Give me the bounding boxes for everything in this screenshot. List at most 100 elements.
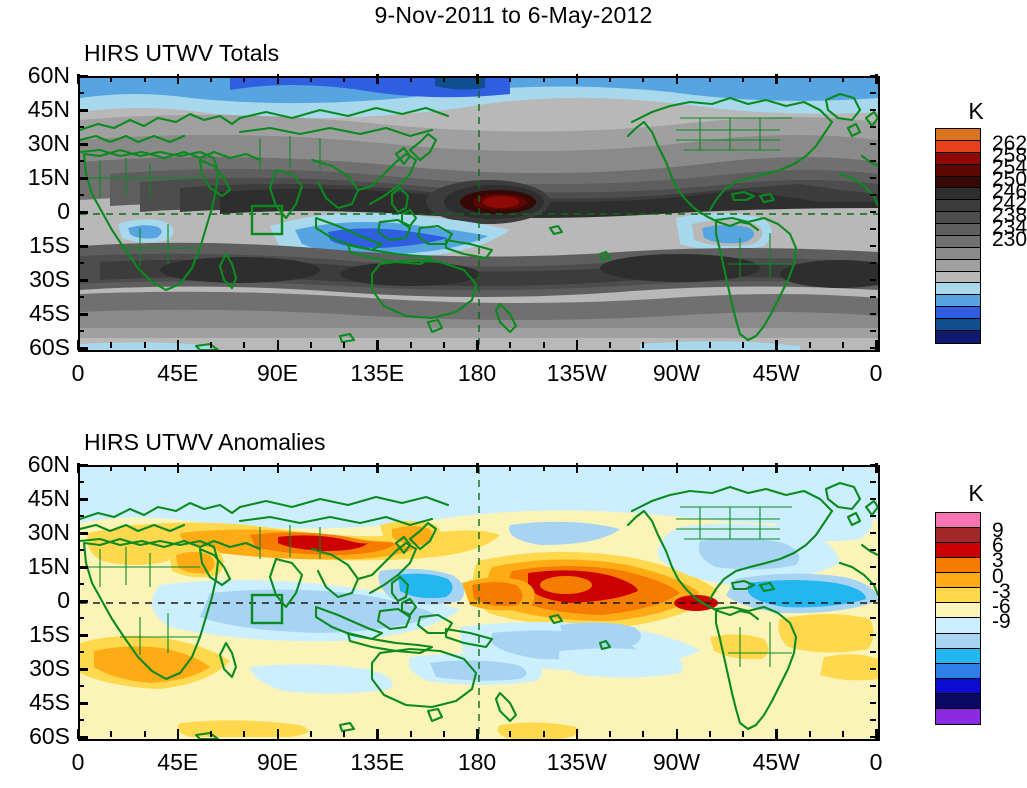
lat-minor-tick <box>78 347 84 349</box>
colorbar-swatch <box>936 212 980 224</box>
lon-minor-tick <box>442 342 445 348</box>
lat-tick-label: 30N <box>27 130 70 156</box>
lon-minor-tick <box>442 731 445 737</box>
lat-tick-label: 60S <box>29 334 70 360</box>
colorbar-swatch <box>936 140 980 153</box>
lat-tick-label: 45S <box>29 300 70 326</box>
lat-minor-tick <box>870 262 876 264</box>
lat-minor-tick <box>870 109 876 111</box>
colorbar-swatch <box>936 224 980 236</box>
lon-minor-tick <box>542 731 545 737</box>
lon-tick-label: 180 <box>457 360 497 386</box>
lon-minor-tick <box>309 465 312 471</box>
lon-minor-tick <box>775 76 778 82</box>
lon-minor-tick <box>841 731 844 737</box>
lat-tick-label: 15N <box>27 553 70 579</box>
lon-tick-label: 90E <box>257 749 298 775</box>
lon-minor-tick <box>775 731 778 737</box>
lon-minor-tick <box>675 465 678 471</box>
lon-minor-tick <box>875 76 877 82</box>
colorbar-tick-label: 9 <box>992 519 1004 543</box>
lon-minor-tick <box>875 342 877 348</box>
lat-tick-label: 30N <box>27 519 70 545</box>
lon-minor-tick <box>276 76 279 82</box>
lon-minor-tick <box>343 76 345 82</box>
colorbar-swatch <box>936 543 980 559</box>
lon-minor-tick <box>409 731 412 737</box>
lon-minor-tick <box>376 342 379 348</box>
lat-tick-label: 60N <box>27 451 70 477</box>
political-borders <box>88 506 792 667</box>
lat-minor-tick <box>78 245 84 247</box>
lat-minor-tick <box>870 583 876 585</box>
lon-minor-tick <box>442 465 445 471</box>
lon-minor-tick <box>675 731 678 737</box>
lat-minor-tick <box>870 481 876 483</box>
lat-tick-label: 45N <box>27 96 70 122</box>
colorbar-swatch <box>936 528 980 544</box>
lat-minor-tick <box>78 126 84 128</box>
map-totals[interactable] <box>78 76 880 352</box>
colorbar-swatch <box>936 633 980 649</box>
lon-minor-tick <box>476 465 478 471</box>
lon-tick-label: 45E <box>157 749 199 775</box>
lat-minor-tick <box>870 617 876 619</box>
lat-tick-label: 45S <box>29 689 70 715</box>
lon-minor-tick <box>675 76 678 82</box>
lon-minor-tick <box>143 731 146 737</box>
lat-minor-tick <box>870 651 876 653</box>
lon-minor-tick <box>210 465 212 471</box>
lon-minor-tick <box>808 342 811 348</box>
lat-minor-tick <box>78 109 84 111</box>
colorbar-swatch <box>936 558 980 574</box>
lat-minor-tick <box>870 92 876 94</box>
map-anomalies-svg <box>80 467 878 739</box>
lon-minor-tick <box>642 731 645 737</box>
lat-minor-tick <box>78 143 84 145</box>
lat-tick-label: 0 <box>57 198 70 224</box>
lon-minor-tick <box>642 76 645 82</box>
colorbar-tick-label: 6 <box>992 534 1004 558</box>
lat-tick-label: 30S <box>29 655 70 681</box>
lon-minor-tick <box>609 731 611 737</box>
lon-minor-tick <box>210 731 212 737</box>
lon-tick-label: 135W <box>546 749 607 775</box>
lon-minor-tick <box>176 731 179 737</box>
colorbar-swatch <box>936 330 980 343</box>
lon-minor-tick <box>143 342 146 348</box>
lon-minor-tick <box>542 76 545 82</box>
lon-tick-label: 45W <box>752 749 800 775</box>
lat-minor-tick <box>78 330 84 332</box>
lon-minor-tick <box>77 465 79 471</box>
lat-minor-tick <box>870 330 876 332</box>
lon-minor-tick <box>110 731 113 737</box>
colorbar-swatch <box>936 693 980 709</box>
lon-minor-tick <box>343 465 345 471</box>
lon-minor-tick <box>841 76 844 82</box>
lat-minor-tick <box>870 279 876 281</box>
lat-minor-tick <box>870 177 876 179</box>
lon-minor-tick <box>841 342 844 348</box>
lat-minor-tick <box>870 532 876 534</box>
lon-minor-tick <box>609 76 611 82</box>
colorbar-swatch <box>936 663 980 679</box>
colorbar-swatch <box>936 678 980 694</box>
lat-minor-tick <box>870 126 876 128</box>
lon-minor-tick <box>309 76 312 82</box>
lon-minor-tick <box>210 76 212 82</box>
colorbar-anomalies <box>935 512 981 725</box>
lat-minor-tick <box>78 600 84 602</box>
colorbar-swatch <box>936 648 980 664</box>
map-anomalies[interactable] <box>78 465 880 741</box>
lat-minor-tick <box>78 736 84 738</box>
lon-minor-tick <box>110 465 113 471</box>
colorbar-swatch <box>936 164 980 177</box>
lon-minor-tick <box>210 342 212 348</box>
lon-tick-label: 90W <box>652 360 701 386</box>
lat-minor-tick <box>78 160 84 162</box>
lon-minor-tick <box>708 342 711 348</box>
colorbar-tick-label: 238 <box>992 204 1027 228</box>
lon-tick-label: 135E <box>350 360 405 386</box>
lon-tick-label: 0 <box>869 749 883 775</box>
lon-minor-tick <box>742 76 744 82</box>
